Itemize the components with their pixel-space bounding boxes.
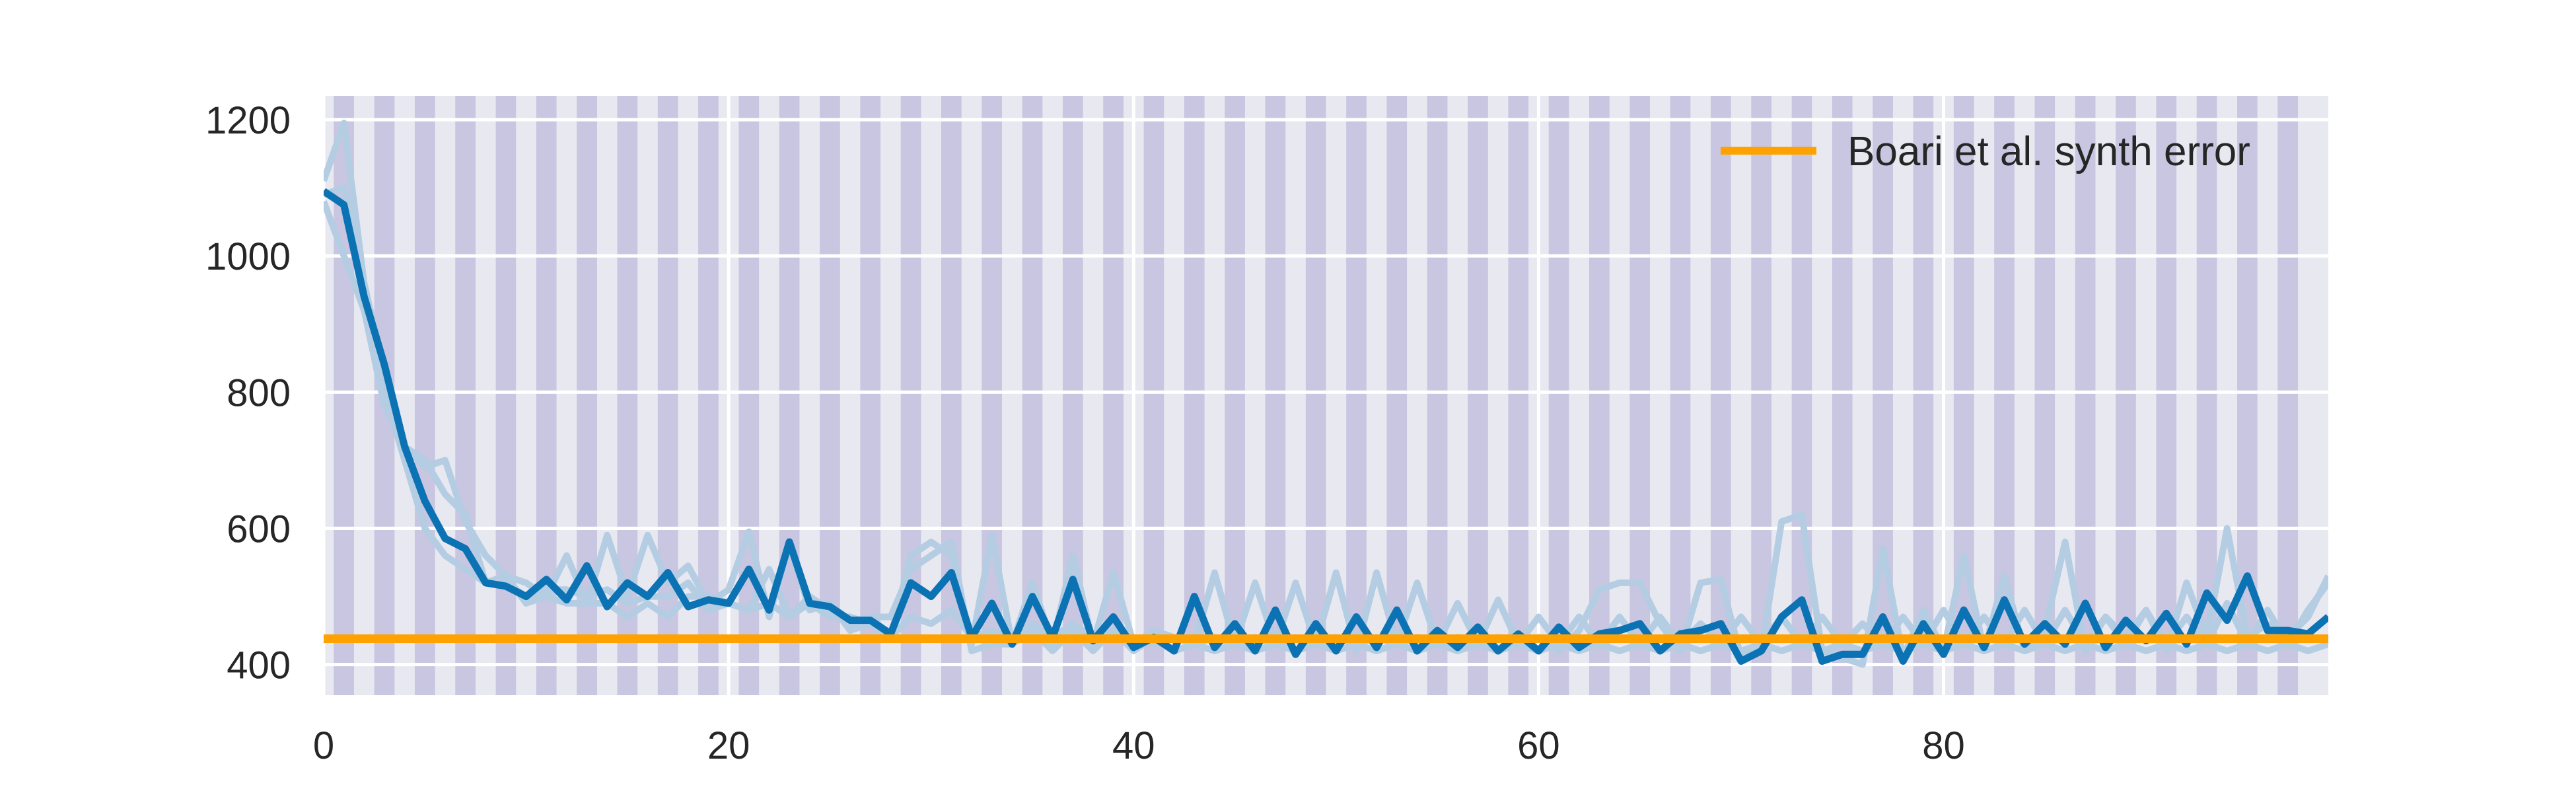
x-tick-label: 40 — [1112, 724, 1155, 767]
shaded-band — [1265, 96, 1286, 695]
shaded-band — [1468, 96, 1488, 695]
shaded-band — [1913, 96, 1934, 695]
shaded-band — [536, 96, 557, 695]
shaded-band — [1791, 96, 1812, 695]
series-line-faint-run-2 — [324, 200, 2328, 654]
shaded-band — [820, 96, 840, 695]
x-tick-label: 80 — [1922, 724, 1965, 767]
shaded-band — [1953, 96, 1974, 695]
shaded-band — [495, 96, 517, 695]
shaded-band — [1225, 96, 1245, 695]
shaded-band — [1832, 96, 1853, 695]
shaded-band — [2277, 96, 2299, 695]
grid-lines — [322, 96, 2328, 695]
y-tick-label: 600 — [227, 508, 291, 550]
y-tick-label: 400 — [227, 644, 291, 687]
x-tick-label: 20 — [707, 724, 750, 767]
y-tick-label: 800 — [227, 371, 291, 414]
shaded-band — [1670, 96, 1691, 695]
shaded-band — [1548, 96, 1569, 695]
shaded-band — [1508, 96, 1529, 695]
shaded-band — [1386, 96, 1408, 695]
shaded-band — [1427, 96, 1448, 695]
shaded-band — [2075, 96, 2096, 695]
series-lines — [324, 120, 2328, 668]
shaded-band — [860, 96, 881, 695]
y-tick-label: 1200 — [205, 99, 291, 142]
x-tick-label: 0 — [313, 724, 334, 767]
shaded-band — [414, 96, 435, 695]
legend: Boari et al. synth error — [1721, 129, 2250, 174]
legend-label-baseline: Boari et al. synth error — [1847, 129, 2250, 174]
shaded-band — [2116, 96, 2136, 695]
shaded-band — [982, 96, 1002, 695]
x-tick-label: 60 — [1517, 724, 1560, 767]
shaded-band — [455, 96, 476, 695]
shaded-band — [1143, 96, 1164, 695]
tick-labels: 0 20 40 60 80 400 600 800 1000 1200 — [205, 99, 1965, 767]
y-tick-label: 1000 — [205, 235, 291, 278]
shaded-band — [1629, 96, 1651, 695]
shaded-band — [2156, 96, 2177, 695]
shaded-band — [1305, 96, 1326, 695]
shaded-band — [1346, 96, 1367, 695]
